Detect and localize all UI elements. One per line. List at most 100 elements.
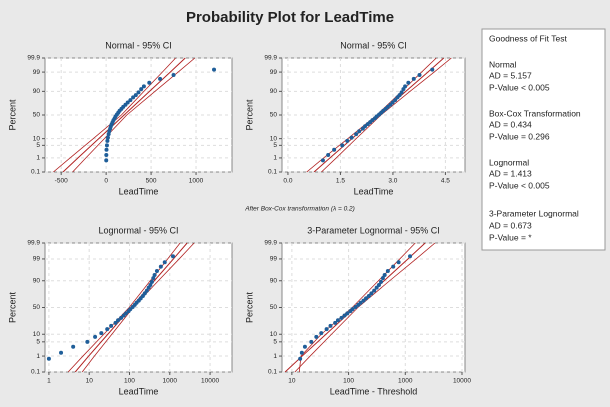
data-point	[105, 138, 110, 143]
y-tick-label: 99	[33, 256, 41, 263]
y-tick-label: 99.9	[27, 240, 40, 247]
gof-ad: AD = 0.673	[489, 220, 532, 230]
data-point	[162, 260, 167, 265]
data-point	[372, 288, 377, 293]
x-tick-label: -500	[55, 178, 68, 185]
y-tick-label: 5	[36, 339, 40, 346]
gof-ad: AD = 0.434	[489, 119, 532, 129]
data-point	[104, 158, 109, 163]
data-point	[357, 129, 362, 134]
y-tick-label: 90	[270, 277, 278, 284]
y-tick-label: 0.1	[31, 369, 40, 376]
data-point	[116, 318, 121, 323]
data-point	[136, 90, 141, 95]
gof-p: P-Value < 0.005	[489, 180, 550, 190]
panel-title: Normal - 95% CI	[340, 40, 407, 50]
data-point	[390, 100, 395, 105]
data-point	[141, 84, 146, 89]
data-point	[105, 135, 110, 140]
y-axis-label: Percent	[244, 291, 254, 323]
fit-line	[62, 58, 186, 172]
y-tick-label: 50	[270, 112, 278, 119]
y-tick-label: 0.1	[31, 169, 40, 176]
data-point	[133, 93, 138, 98]
data-point	[314, 334, 319, 339]
data-point	[170, 254, 175, 259]
confidence-band	[53, 58, 176, 172]
x-tick-label: 10000	[201, 378, 219, 385]
x-tick-label: 10	[288, 378, 296, 385]
y-tick-label: 99	[270, 69, 278, 76]
x-tick-label: 1000	[163, 378, 178, 385]
y-tick-label: 10	[33, 135, 41, 142]
data-point	[328, 323, 333, 328]
data-point	[363, 124, 368, 129]
data-point	[144, 288, 149, 293]
data-point	[158, 76, 163, 81]
data-point	[339, 315, 344, 320]
plot-content	[46, 243, 195, 372]
goodness-of-fit-box: Goodness of Fit Test Normal AD = 5.157 P…	[481, 28, 606, 251]
gof-name: Box-Cox Transformation	[489, 108, 581, 118]
data-point	[298, 356, 303, 361]
data-point	[158, 264, 163, 269]
panel-title: 3-Parameter Lognormal - 95% CI	[307, 225, 440, 235]
main-title: Probability Plot for LeadTime	[186, 9, 394, 26]
x-tick-label: 100	[343, 378, 354, 385]
y-axis-label: Percent	[244, 99, 254, 131]
data-point	[345, 311, 350, 316]
data-point	[125, 100, 130, 105]
y-tick-label: 5	[273, 339, 277, 346]
data-point	[113, 320, 118, 325]
data-point	[345, 138, 350, 143]
y-tick-label: 99	[33, 69, 41, 76]
data-point	[358, 300, 363, 305]
data-point	[364, 296, 369, 301]
y-tick-label: 99.9	[264, 240, 277, 247]
data-point	[354, 132, 359, 137]
data-point	[151, 276, 156, 281]
data-point	[399, 90, 404, 95]
data-point	[71, 344, 76, 349]
y-tick-label: 10	[270, 135, 278, 142]
gof-p: P-Value < 0.005	[489, 82, 550, 92]
data-point	[408, 254, 413, 259]
y-tick-label: 99	[270, 256, 278, 263]
data-point	[319, 331, 324, 336]
data-point	[105, 327, 110, 332]
x-axis-label: LeadTime	[354, 186, 394, 196]
data-point	[342, 313, 347, 318]
y-tick-label: 50	[270, 304, 278, 311]
x-axis-label: LeadTime - Threshold	[330, 386, 418, 396]
data-point	[369, 291, 374, 296]
gof-p: P-Value = *	[489, 232, 532, 242]
y-tick-label: 50	[33, 304, 41, 311]
gof-name: 3-Parameter Lognormal	[489, 208, 579, 218]
data-point	[335, 318, 340, 323]
data-point	[332, 147, 337, 152]
data-point	[430, 67, 435, 72]
data-point	[340, 143, 345, 148]
data-point	[99, 331, 104, 336]
data-point	[385, 268, 390, 273]
x-tick-label: 1000	[189, 178, 204, 185]
x-tick-label: 0	[104, 178, 108, 185]
data-point	[299, 350, 304, 355]
confidence-band	[72, 58, 196, 172]
data-point	[149, 279, 154, 284]
data-point	[393, 98, 398, 103]
data-point	[59, 350, 64, 355]
data-point	[324, 327, 329, 332]
plot-content	[306, 58, 452, 172]
x-tick-label: 100	[124, 378, 135, 385]
data-point	[302, 344, 307, 349]
y-tick-label: 10	[33, 331, 41, 338]
y-axis-label: Percent	[7, 99, 17, 131]
y-tick-label: 10	[270, 331, 278, 338]
y-tick-label: 99.9	[27, 55, 40, 62]
x-tick-label: 0.0	[283, 178, 292, 185]
data-point	[93, 334, 98, 339]
data-point	[131, 95, 136, 100]
y-tick-label: 90	[33, 277, 41, 284]
